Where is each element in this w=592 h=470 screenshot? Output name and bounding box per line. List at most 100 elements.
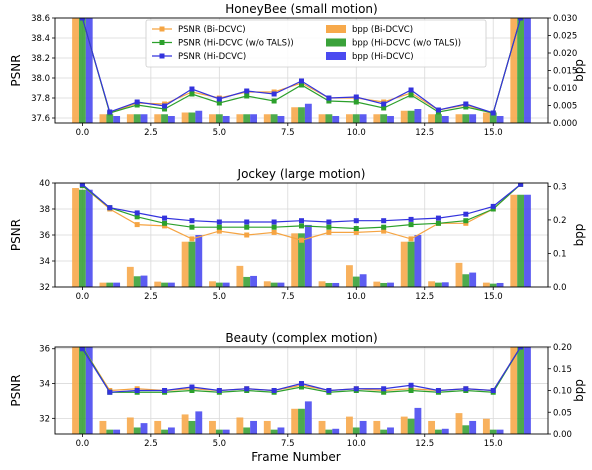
point-psnr_hi-12 (408, 87, 414, 93)
bar-bpp_hi-2 (140, 275, 148, 287)
x-tick-label: 12.5 (415, 292, 434, 302)
point-psnr_hi-9 (326, 388, 332, 393)
y2-tick-label: 0.00 (553, 430, 572, 440)
point-psnr_hi_wo-15 (490, 206, 496, 212)
y-tick-label: 38.6 (31, 14, 50, 24)
bar-bpp_bi-12 (400, 110, 408, 123)
point-psnr_hi_wo-9 (326, 98, 332, 104)
point-psnr_bi-11 (381, 228, 387, 234)
point-psnr_hi_wo-2 (134, 102, 140, 108)
point-psnr_hi-10 (353, 218, 359, 224)
bar-bpp_bi-3 (154, 420, 162, 434)
bar-bpp_bi-16 (510, 18, 518, 123)
bar-bpp_bi-12 (400, 416, 408, 434)
legend-label-bpp_hi_wo: bpp (Hi-DCVC (w/o TALS)) (352, 39, 461, 49)
bar-bpp_bi-3 (154, 281, 162, 287)
line-psnr_bi (81, 183, 522, 241)
point-psnr_hi_wo-10 (353, 226, 359, 231)
point-psnr_hi_wo-12 (408, 222, 414, 228)
bar-bpp_hi_wo-5 (215, 282, 223, 287)
bar-bpp_hi_wo-15 (489, 283, 497, 287)
y2-tick-label: 0.010 (553, 84, 577, 94)
bar-bpp_hi_wo-11 (380, 429, 388, 434)
y2-tick-label: 0.10 (553, 387, 572, 397)
bar-bpp_bi-9 (318, 114, 326, 123)
point-psnr_hi-15 (490, 110, 496, 116)
point-psnr_hi_wo-7 (271, 224, 277, 230)
point-psnr_bi-2 (134, 222, 140, 228)
y-tick-label: 37.8 (31, 94, 50, 104)
bar-bpp_bi-14 (455, 413, 463, 434)
bar-bpp_hi-5 (222, 429, 230, 434)
point-psnr_hi-6 (244, 219, 250, 225)
point-psnr_hi_wo-5 (216, 224, 222, 230)
bar-bpp_bi-15 (482, 282, 490, 287)
legend-marker-psnr_bi (159, 26, 165, 32)
point-psnr_hi-12 (408, 382, 414, 388)
bar-bpp_hi-3 (167, 116, 175, 123)
point-psnr_hi_wo-11 (381, 105, 387, 111)
point-psnr_hi-7 (271, 219, 277, 225)
bar-bpp_hi-4 (195, 235, 203, 287)
bar-bpp_hi_wo-6 (243, 114, 251, 123)
point-psnr_hi_wo-14 (463, 104, 469, 110)
bar-bpp_hi_wo-13 (435, 282, 442, 287)
bar-bpp_hi-12 (414, 235, 422, 287)
y-tick-label: 38.4 (31, 34, 50, 44)
point-psnr_bi-9 (326, 229, 332, 235)
y2-tick-label: 0.3 (553, 182, 567, 192)
y-tick-label: 34 (39, 257, 50, 267)
point-psnr_hi-1 (107, 389, 113, 395)
bar-bpp_bi-6 (236, 417, 244, 434)
bar-bpp_hi-15 (496, 282, 504, 287)
y2-tick-label: 0.020 (553, 49, 577, 59)
bar-bpp_hi_wo-4 (188, 420, 196, 434)
bar-bpp_bi-7 (263, 281, 271, 287)
point-psnr_hi-7 (271, 388, 277, 393)
bar-bpp_bi-9 (318, 420, 326, 434)
point-psnr_hi-11 (381, 386, 387, 392)
legend-box (145, 19, 487, 68)
point-psnr_hi-10 (353, 94, 359, 100)
bar-bpp_bi-2 (126, 114, 134, 123)
bar-bpp_bi-10 (346, 416, 353, 434)
bar-bpp_hi-14 (469, 272, 477, 287)
y-axis-label: PSNR (9, 219, 23, 251)
bar-bpp_hi-10 (359, 420, 367, 434)
point-psnr_hi_wo-12 (408, 388, 414, 393)
point-psnr_bi-7 (271, 229, 277, 235)
point-psnr_hi-2 (134, 388, 140, 393)
point-psnr_hi-15 (490, 203, 496, 209)
point-psnr_hi-2 (134, 99, 140, 105)
bar-bpp_hi_wo-0 (78, 18, 86, 123)
point-psnr_hi-6 (244, 88, 250, 94)
bar-bpp_hi-9 (332, 116, 340, 123)
bar-bpp_hi-12 (414, 109, 422, 123)
bar-bpp_hi_wo-5 (215, 429, 223, 434)
x-tick-label: 10.0 (347, 292, 366, 302)
bar-bpp_hi-9 (332, 282, 340, 287)
bar-bpp_bi-0 (72, 188, 79, 287)
legend: PSNR (Bi-DCVC) PSNR (Hi-DCVC (w/o TALS)) P… (145, 19, 487, 68)
point-psnr_bi-12 (408, 236, 414, 242)
bar-bpp_bi-2 (126, 266, 134, 287)
bar-bpp_hi_wo-10 (352, 427, 360, 434)
x-tick-label: 0.0 (76, 292, 90, 302)
y-axis-label: PSNR (9, 374, 23, 406)
bar-bpp_bi-5 (209, 420, 216, 434)
bar-bpp_hi-8 (304, 103, 312, 123)
point-psnr_hi_wo-3 (162, 106, 168, 112)
point-psnr_hi_wo-8 (299, 82, 304, 88)
legend-label-psnr_hi: PSNR (Hi-DCVC) (178, 52, 246, 62)
bar-bpp_bi-16 (510, 347, 518, 434)
bar-bpp_hi_wo-3 (161, 429, 168, 434)
y-tick-label: 37.6 (31, 114, 50, 124)
point-psnr_hi-8 (299, 381, 304, 387)
bar-bpp_bi-13 (428, 420, 436, 434)
x-tick-label: 10.0 (347, 439, 366, 449)
x-tick-label: 15.0 (484, 292, 503, 302)
bar-bpp_hi-5 (222, 116, 230, 123)
bar-bpp_bi-4 (181, 241, 189, 287)
bar-bpp_hi-13 (441, 282, 449, 287)
